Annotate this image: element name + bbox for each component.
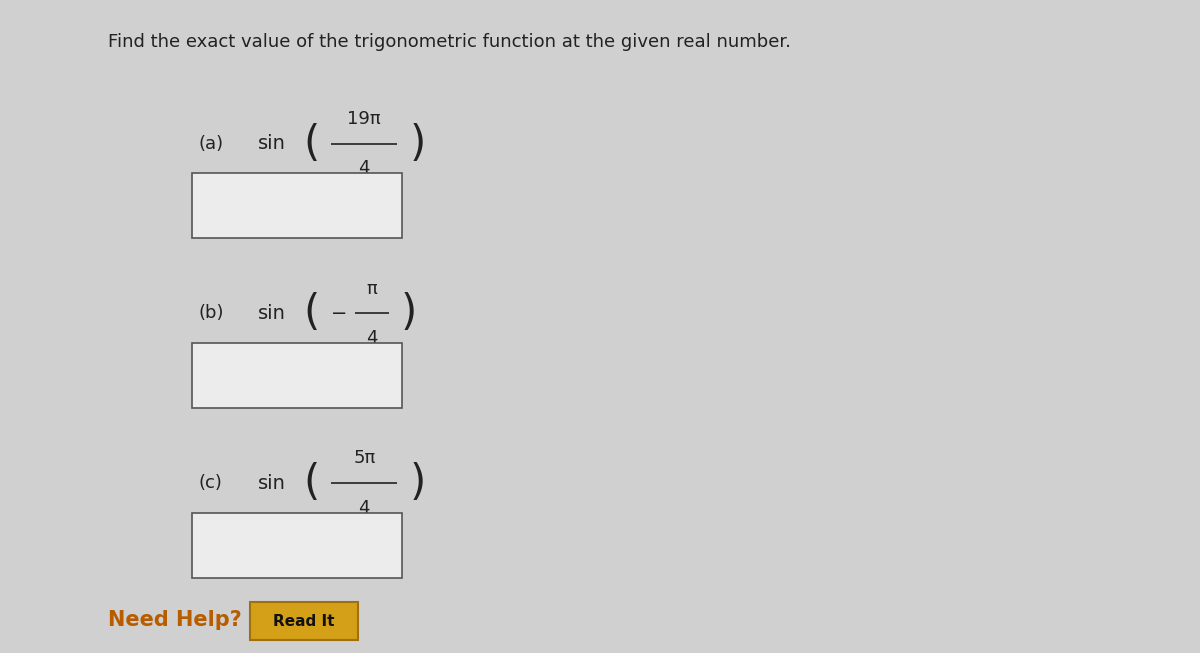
Text: (a): (a): [198, 135, 223, 153]
Text: 4: 4: [359, 499, 370, 517]
Text: (b): (b): [198, 304, 223, 323]
Text: Read It: Read It: [272, 614, 335, 628]
Text: sin: sin: [258, 473, 286, 493]
FancyBboxPatch shape: [250, 602, 358, 640]
Text: Need Help?: Need Help?: [108, 611, 241, 630]
Text: 19π: 19π: [347, 110, 382, 128]
Text: ): ): [401, 293, 418, 334]
Text: (c): (c): [198, 474, 222, 492]
Text: (: (: [304, 123, 320, 165]
Text: −: −: [331, 304, 348, 323]
Text: 5π: 5π: [353, 449, 376, 468]
Text: sin: sin: [258, 304, 286, 323]
Text: (: (: [304, 293, 320, 334]
Text: sin: sin: [258, 134, 286, 153]
FancyBboxPatch shape: [192, 343, 402, 408]
Text: 4: 4: [366, 329, 378, 347]
FancyBboxPatch shape: [192, 173, 402, 238]
FancyBboxPatch shape: [192, 513, 402, 578]
Text: 4: 4: [359, 159, 370, 178]
Text: ): ): [409, 123, 426, 165]
Text: π: π: [367, 279, 377, 298]
Text: Find the exact value of the trigonometric function at the given real number.: Find the exact value of the trigonometri…: [108, 33, 791, 51]
Text: ): ): [409, 462, 426, 504]
Text: (: (: [304, 462, 320, 504]
